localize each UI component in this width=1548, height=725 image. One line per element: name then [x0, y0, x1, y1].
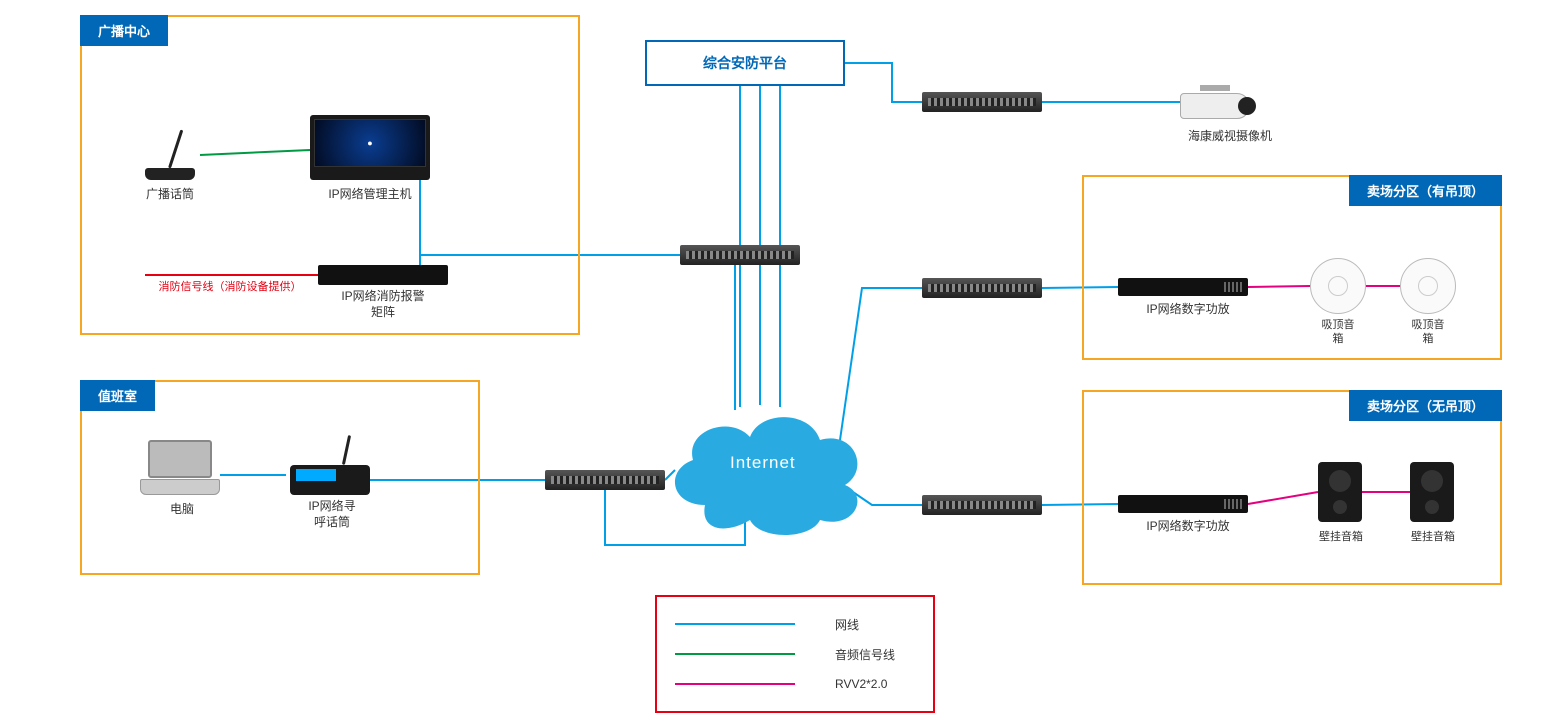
- zone-wall-title: 卖场分区（无吊顶）: [1349, 390, 1502, 421]
- legend-row: 音频信号线: [675, 639, 915, 669]
- ceiling-speaker-1-label: 吸顶音 箱: [1318, 318, 1358, 347]
- ip-network-host-label: IP网络管理主机: [315, 185, 425, 202]
- hikvision-camera-icon: [1180, 85, 1270, 125]
- ip-paging-mic-label: IP网络寻 呼话筒: [302, 499, 362, 530]
- legend-line-sample: [675, 683, 795, 685]
- security-platform-box: 综合安防平台: [645, 40, 845, 86]
- ceiling-speaker-1-icon: [1310, 258, 1366, 314]
- legend-line-sample: [675, 623, 795, 625]
- zone-duty-title: 值班室: [80, 380, 155, 411]
- laptop-icon: [140, 440, 220, 495]
- zone-ceil-title: 卖场分区（有吊顶）: [1349, 175, 1502, 206]
- network-switch-5: [922, 495, 1042, 515]
- fire-alarm-matrix-label: IP网络消防报警 矩阵: [333, 289, 433, 320]
- legend-label: 网线: [835, 616, 859, 633]
- broadcast-microphone-icon: [140, 120, 200, 180]
- network-switch-1: [680, 245, 800, 265]
- internet-cloud: Internet: [655, 395, 875, 535]
- security-platform-label: 综合安防平台: [703, 53, 787, 73]
- legend-row: 网线: [675, 609, 915, 639]
- hikvision-camera-label: 海康威视摄像机: [1175, 127, 1285, 144]
- legend-row: RVV2*2.0: [675, 669, 915, 699]
- fire-alarm-matrix-icon: [318, 265, 448, 285]
- ip-amplifier-1-label: IP网络数字功放: [1138, 300, 1238, 317]
- wall-speaker-1-icon: [1318, 462, 1362, 522]
- wall-speaker-1-label: 壁挂音箱: [1313, 528, 1369, 544]
- network-switch-3: [922, 92, 1042, 112]
- legend-label: 音频信号线: [835, 646, 895, 663]
- legend-label: RVV2*2.0: [835, 677, 887, 691]
- ip-amplifier-2-label: IP网络数字功放: [1138, 517, 1238, 534]
- fire-signal-note: 消防信号线（消防设备提供）: [140, 278, 320, 294]
- wall-speaker-2-icon: [1410, 462, 1454, 522]
- ip-amplifier-1-icon: [1118, 278, 1248, 296]
- legend-box: 网线音频信号线 RVV2*2.0: [655, 595, 935, 713]
- wall-speaker-2-label: 壁挂音箱: [1405, 528, 1461, 544]
- ceiling-speaker-2-label: 吸顶音 箱: [1408, 318, 1448, 347]
- network-switch-2: [545, 470, 665, 490]
- ip-network-host-icon: ●: [310, 115, 430, 180]
- broadcast-microphone-label: 广播话筒: [135, 185, 205, 202]
- zone-broadcast-title: 广播中心: [80, 15, 168, 46]
- ip-paging-mic-icon: [290, 445, 370, 495]
- legend-line-sample: [675, 653, 795, 655]
- laptop-label: 电脑: [162, 500, 202, 517]
- network-switch-4: [922, 278, 1042, 298]
- ip-amplifier-2-icon: [1118, 495, 1248, 513]
- diagram-canvas: 广播中心 值班室 卖场分区（有吊顶） 卖场分区（无吊顶） 综合安防平台 Inte…: [0, 0, 1548, 725]
- internet-cloud-label: Internet: [730, 453, 796, 473]
- ceiling-speaker-2-icon: [1400, 258, 1456, 314]
